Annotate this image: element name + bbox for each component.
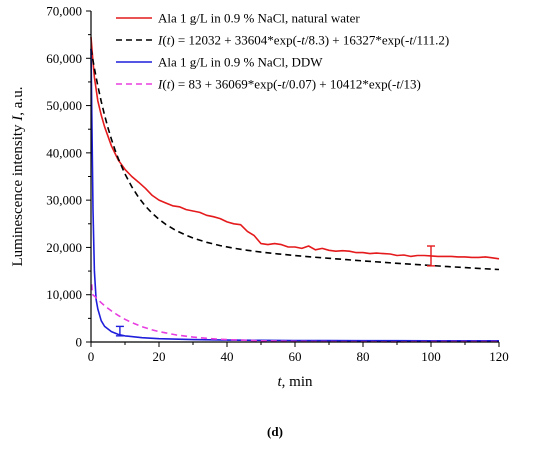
- series-line-1: [90, 36, 500, 260]
- text-run: I: [10, 115, 26, 122]
- text-run: ) = 12032 + 33604*exp(-: [170, 33, 301, 48]
- legend-label: I(t) = 83 + 36069*exp(-t/0.07) + 10412*e…: [157, 77, 421, 92]
- text-run: t: [167, 33, 171, 48]
- text-run: I: [157, 77, 163, 92]
- text-run: /13): [400, 77, 421, 92]
- x-tick-label: 0: [88, 349, 95, 364]
- text-run: , a.u.: [10, 87, 26, 116]
- text-run: /111.2): [413, 33, 449, 48]
- error-bar-1: [427, 245, 435, 267]
- y-tick-label: 0: [76, 335, 83, 350]
- series-line-2: [90, 48, 500, 271]
- y-tick-label: 10,000: [46, 287, 82, 302]
- text-run: t: [396, 77, 400, 92]
- legend-label: Ala 1 g/L in 0.9 % NaCl, natural water: [158, 11, 360, 26]
- legend-item-1: Ala 1 g/L in 0.9 % NaCl, natural water: [116, 11, 360, 26]
- series-line-4: [90, 284, 499, 343]
- y-tick-label: 40,000: [46, 145, 82, 160]
- y-tick-label: 50,000: [46, 98, 82, 113]
- text-run: t: [167, 77, 171, 92]
- error-bar-2: [115, 325, 124, 337]
- text-run: t: [277, 374, 282, 390]
- text-run: /8.3) + 16327*exp(-: [305, 33, 409, 48]
- text-run: (: [162, 33, 166, 48]
- y-tick-label: 20,000: [46, 240, 82, 255]
- y-tick-label: 60,000: [46, 51, 82, 66]
- text-run: , min: [282, 374, 313, 390]
- y-axis-title: Luminescence intensity I, a.u.: [10, 87, 26, 267]
- legend-label: Ala 1 g/L in 0.9 % NaCl, DDW: [158, 55, 323, 70]
- text-run: t: [409, 33, 413, 48]
- x-axis-title: t, min: [277, 374, 313, 390]
- y-tick-label: 30,000: [46, 193, 82, 208]
- panel-label: (d): [267, 424, 283, 439]
- x-tick-label: 80: [357, 349, 370, 364]
- text-run: Luminescence intensity: [10, 121, 26, 267]
- legend-label: I(t) = 12032 + 33604*exp(-t/8.3) + 16327…: [157, 33, 449, 48]
- axes: 0 20 40 60 80 100 120 0 10,000 20,000 30,000 40,000…: [46, 4, 509, 365]
- x-tick-label: 100: [421, 349, 441, 364]
- series-line-3: [90, 48, 499, 342]
- text-run: I: [157, 33, 163, 48]
- text-run: t: [282, 77, 286, 92]
- x-tick-label: 60: [289, 349, 302, 364]
- x-tick-label: 120: [489, 349, 509, 364]
- text-run: (: [162, 77, 166, 92]
- legend: Ala 1 g/L in 0.9 % NaCl, natural waterI(…: [116, 11, 449, 92]
- text-run: ) = 83 + 36069*exp(-: [170, 77, 281, 92]
- legend-item-2: I(t) = 12032 + 33604*exp(-t/8.3) + 16327…: [116, 33, 449, 48]
- legend-item-4: I(t) = 83 + 36069*exp(-t/0.07) + 10412*e…: [116, 77, 421, 92]
- y-tick-label: 70,000: [46, 4, 82, 19]
- x-tick-label: 40: [221, 349, 234, 364]
- legend-item-3: Ala 1 g/L in 0.9 % NaCl, DDW: [116, 55, 323, 70]
- x-tick-label: 20: [153, 349, 166, 364]
- text-run: /0.07) + 10412*exp(-: [285, 77, 396, 92]
- text-run: t: [301, 33, 305, 48]
